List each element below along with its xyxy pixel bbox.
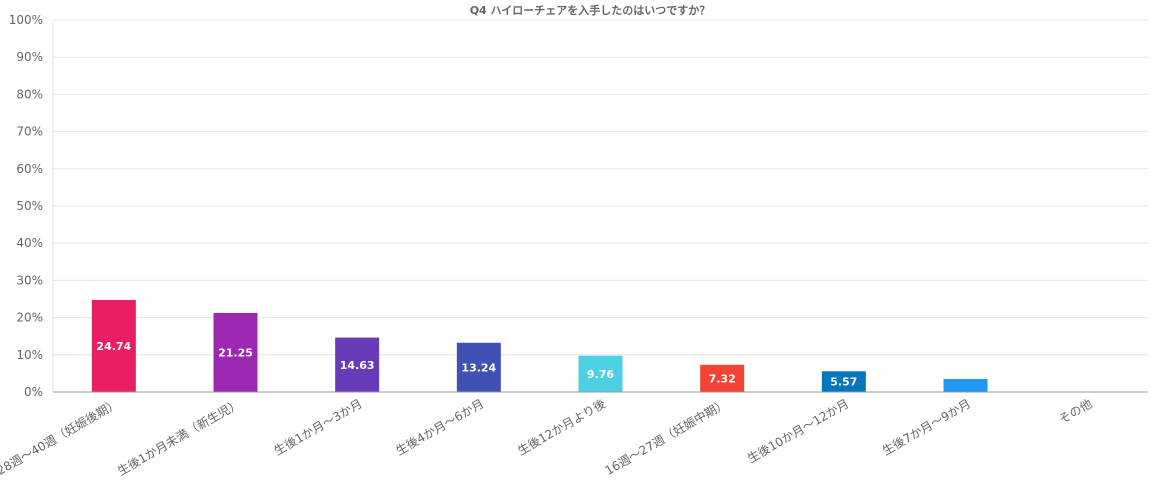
data-labels: 24.74 21.25 14.63 13.24 9.76 7.32 5.57 <box>96 340 857 389</box>
bars <box>91 299 988 392</box>
y-axis-ticks: 0% 10% 20% 30% 40% 50% 60% 70% 80% 90% 100% <box>9 13 43 399</box>
x-tick-label: 生後1か月未満（新生児） <box>115 396 243 479</box>
data-label: 14.63 <box>340 359 375 372</box>
y-tick-label: 20% <box>16 311 43 325</box>
y-tick-label: 100% <box>9 13 43 27</box>
data-label: 13.24 <box>461 361 496 374</box>
x-tick-label: 生後12か月より後 <box>515 396 608 458</box>
y-tick-label: 10% <box>16 348 43 362</box>
y-tick-label: 70% <box>16 125 43 139</box>
data-label: 21.25 <box>218 346 253 359</box>
y-tick-label: 60% <box>16 162 43 176</box>
x-tick-label: 生後4か月〜6か月 <box>393 396 486 458</box>
y-tick-label: 80% <box>16 87 43 101</box>
x-tick-label: 生後10か月〜12か月 <box>745 396 851 465</box>
chart-title: Q4 ハイローチェアを入手したのはいつですか？ <box>470 3 711 17</box>
bar <box>578 355 623 392</box>
y-tick-label: 90% <box>16 50 43 64</box>
y-tick-label: 0% <box>24 385 43 399</box>
x-tick-label: 16週〜27週（妊娠中期） <box>602 396 729 478</box>
data-label: 5.57 <box>830 376 857 389</box>
y-tick-label: 30% <box>16 273 43 287</box>
y-tick-label: 40% <box>16 236 43 250</box>
bar <box>91 299 136 392</box>
x-axis-ticks: 28週〜40週（妊娠後期）生後1か月未満（新生児） 生後1か月〜3か月 生後4か月〜… <box>0 396 1095 479</box>
x-tick-label: 28週〜40週（妊娠後期） <box>0 396 121 477</box>
bar <box>943 379 988 392</box>
data-label: 24.74 <box>96 340 131 353</box>
x-tick-label: 生後1か月〜3か月 <box>272 396 365 458</box>
y-tick-label: 50% <box>16 199 43 213</box>
x-tick-label: その他 <box>1056 396 1094 426</box>
data-label: 9.76 <box>587 368 614 381</box>
bar <box>456 342 501 392</box>
bar <box>213 312 258 392</box>
x-tick-label: 生後7か月〜9か月 <box>880 396 973 458</box>
bar <box>335 337 380 392</box>
data-label: 7.32 <box>709 372 736 385</box>
bar <box>821 371 866 392</box>
bar <box>700 364 745 392</box>
